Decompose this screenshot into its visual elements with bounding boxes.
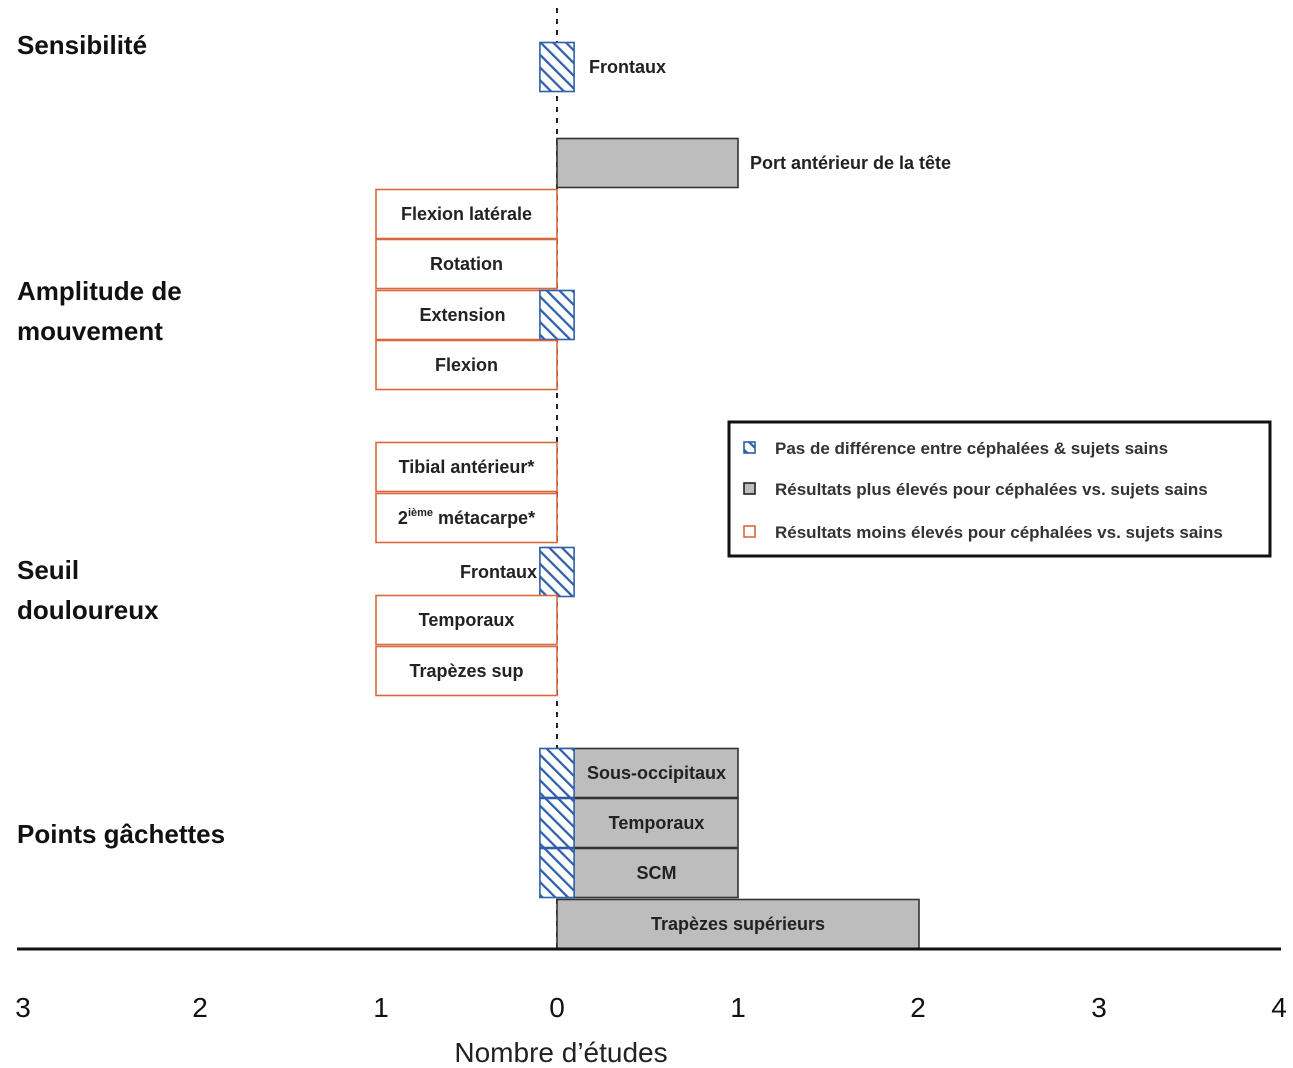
- group-label-seuil-douloureux-line2: douloureux: [17, 595, 159, 625]
- legend-swatch-lower: [743, 525, 756, 538]
- bar-label-flexion-laterale: Flexion latérale: [401, 204, 532, 224]
- legend-label-higher: Résultats plus élevés pour céphalées vs.…: [775, 480, 1208, 499]
- bar-lower-rotation: [375, 238, 558, 290]
- group-label-amplitude-de-mouvement-line2: mouvement: [17, 316, 163, 346]
- bar-label-tibial-anterieur: Tibial antérieur*: [399, 457, 535, 477]
- x-tick-label-3: 3: [1091, 992, 1107, 1023]
- bar-label-2ieme-metacarpe: 2ième métacarpe*: [398, 507, 535, 528]
- bar-higher-port-anterieur-de-la-tete: [556, 137, 739, 189]
- bar-nodiff-temporaux: [539, 797, 575, 849]
- legend-swatch-higher: [743, 482, 756, 495]
- bar-label-sous-occipitaux: Sous-occipitaux: [587, 763, 726, 783]
- legend-box: [727, 420, 1272, 558]
- bar-label-frontaux: Frontaux: [460, 562, 537, 582]
- group-label-sensibilite: Sensibilité: [17, 30, 147, 60]
- x-axis-title: Nombre d’études: [454, 1037, 667, 1068]
- bar-lower-trapezes-sup: [375, 645, 558, 697]
- bar-nodiff-frontaux: [539, 41, 575, 93]
- x-tick-label-2: 2: [910, 992, 926, 1023]
- bar-label-port-anterieur-de-la-tete: Port antérieur de la tête: [750, 153, 951, 173]
- group-label-seuil-douloureux-line1: Seuil: [17, 555, 79, 585]
- bar-higher-trapezes-superieurs: [556, 898, 920, 950]
- legend-label-no-difference: Pas de différence entre céphalées & suje…: [775, 439, 1168, 458]
- bar-lower-tibial-anterieur: [375, 441, 558, 493]
- bar-label-temporaux: Temporaux: [609, 813, 705, 833]
- bar-higher-scm: [556, 847, 739, 899]
- bar-label-scm: SCM: [637, 863, 677, 883]
- x-tick-label-1: 1: [730, 992, 746, 1023]
- x-axis: 3 2 1 0 1 2 3 4: [15, 947, 1287, 1023]
- x-tick-label-4: 4: [1271, 992, 1287, 1023]
- bar-nodiff-scm: [539, 847, 575, 899]
- x-tick-label-neg1: 1: [373, 992, 389, 1023]
- bar-nodiff-frontaux: [539, 546, 575, 598]
- bar-lower-2ieme-metacarpe: [375, 492, 558, 544]
- x-tick-label-neg3: 3: [15, 992, 31, 1023]
- category-labels: Sensibilité Amplitude de mouvement Seuil dou…: [17, 30, 225, 849]
- legend-swatch-no-difference: [743, 441, 756, 454]
- bar-lower-flexion-laterale: [375, 188, 558, 240]
- bar-label-rotation: Rotation: [430, 254, 503, 274]
- bars-layer: [375, 8, 920, 950]
- bar-label-trapezes-superieurs: Trapèzes supérieurs: [651, 914, 825, 934]
- labels-layer: Frontaux Port antérieur de la tête Flexion…: [398, 57, 951, 934]
- bar-lower-flexion: [375, 339, 558, 391]
- bar-nodiff-extension: [539, 289, 575, 341]
- bar-label-frontaux: Frontaux: [589, 57, 666, 77]
- bar-nodiff-sous-occipitaux: [539, 747, 575, 799]
- bar-label-flexion: Flexion: [435, 355, 498, 375]
- bar-label-extension: Extension: [419, 305, 505, 325]
- group-label-amplitude-de-mouvement-line1: Amplitude de: [17, 276, 182, 306]
- group-label-points-gachettes: Points gâchettes: [17, 819, 225, 849]
- x-tick-label-0: 0: [549, 992, 565, 1023]
- legend-label-lower: Résultats moins élevés pour céphalées vs…: [775, 523, 1223, 542]
- legend: Pas de différence entre céphalées & suje…: [727, 420, 1272, 558]
- x-tick-label-neg2: 2: [192, 992, 208, 1023]
- bar-label-temporaux: Temporaux: [419, 610, 515, 630]
- bar-label-trapezes-sup: Trapèzes sup: [409, 661, 523, 681]
- bar-lower-temporaux: [375, 594, 558, 646]
- bar-higher-temporaux: [556, 797, 739, 849]
- bar-higher-sous-occipitaux: [556, 747, 739, 799]
